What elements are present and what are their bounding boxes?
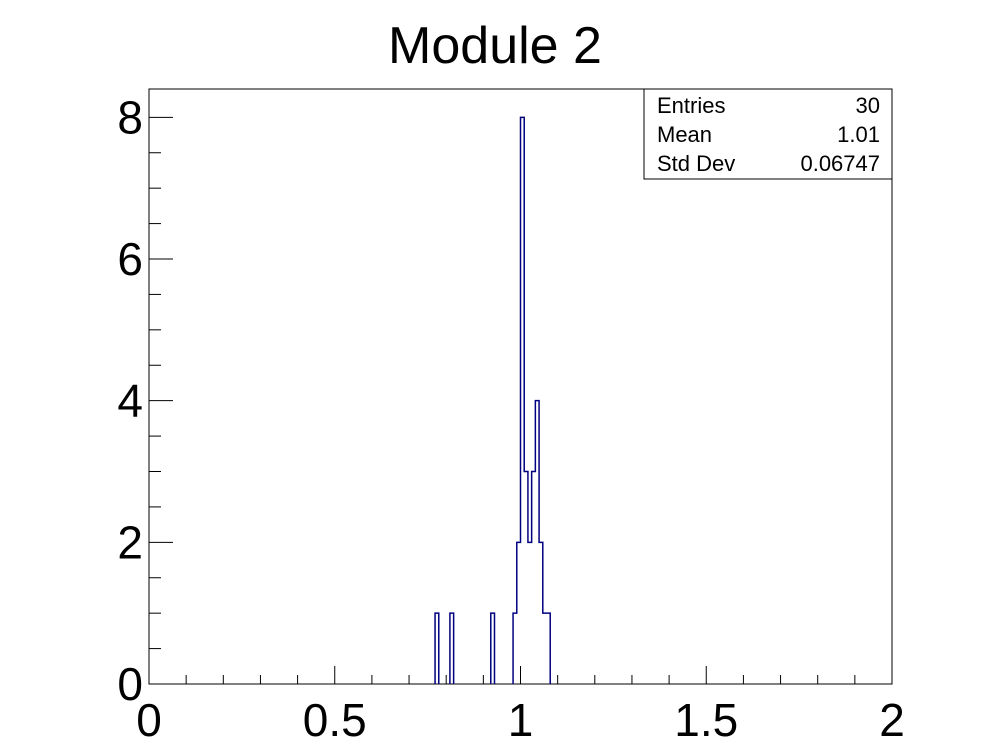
chart-title: Module 2	[388, 17, 602, 75]
stats-label: Entries	[657, 93, 725, 118]
stats-box-frame	[643, 88, 893, 180]
stats-value: 0.06747	[800, 151, 880, 176]
y-tick-label: 2	[117, 516, 143, 568]
stats-value: 30	[856, 93, 880, 118]
x-tick-label: 1	[508, 694, 534, 744]
histogram-bin	[543, 613, 547, 684]
y-tick-label: 6	[117, 233, 143, 285]
histogram-outline	[434, 116, 551, 684]
stats-label: Mean	[657, 122, 712, 147]
x-tick-label: 1.5	[674, 694, 738, 744]
x-tick-label: 0.5	[303, 694, 367, 744]
stats-value: 1.01	[837, 122, 880, 147]
y-tick-label: 4	[117, 375, 143, 427]
stats-box: Entries 30 Mean 1.01 Std Dev 0.06747	[643, 88, 893, 180]
histogram-bin	[528, 542, 532, 684]
x-tick-label: 2	[879, 694, 905, 744]
y-tick-label: 8	[117, 91, 143, 143]
stats-label: Std Dev	[657, 151, 735, 176]
y-tick-label: 0	[117, 658, 143, 710]
x-tick-label: 0	[136, 694, 162, 744]
